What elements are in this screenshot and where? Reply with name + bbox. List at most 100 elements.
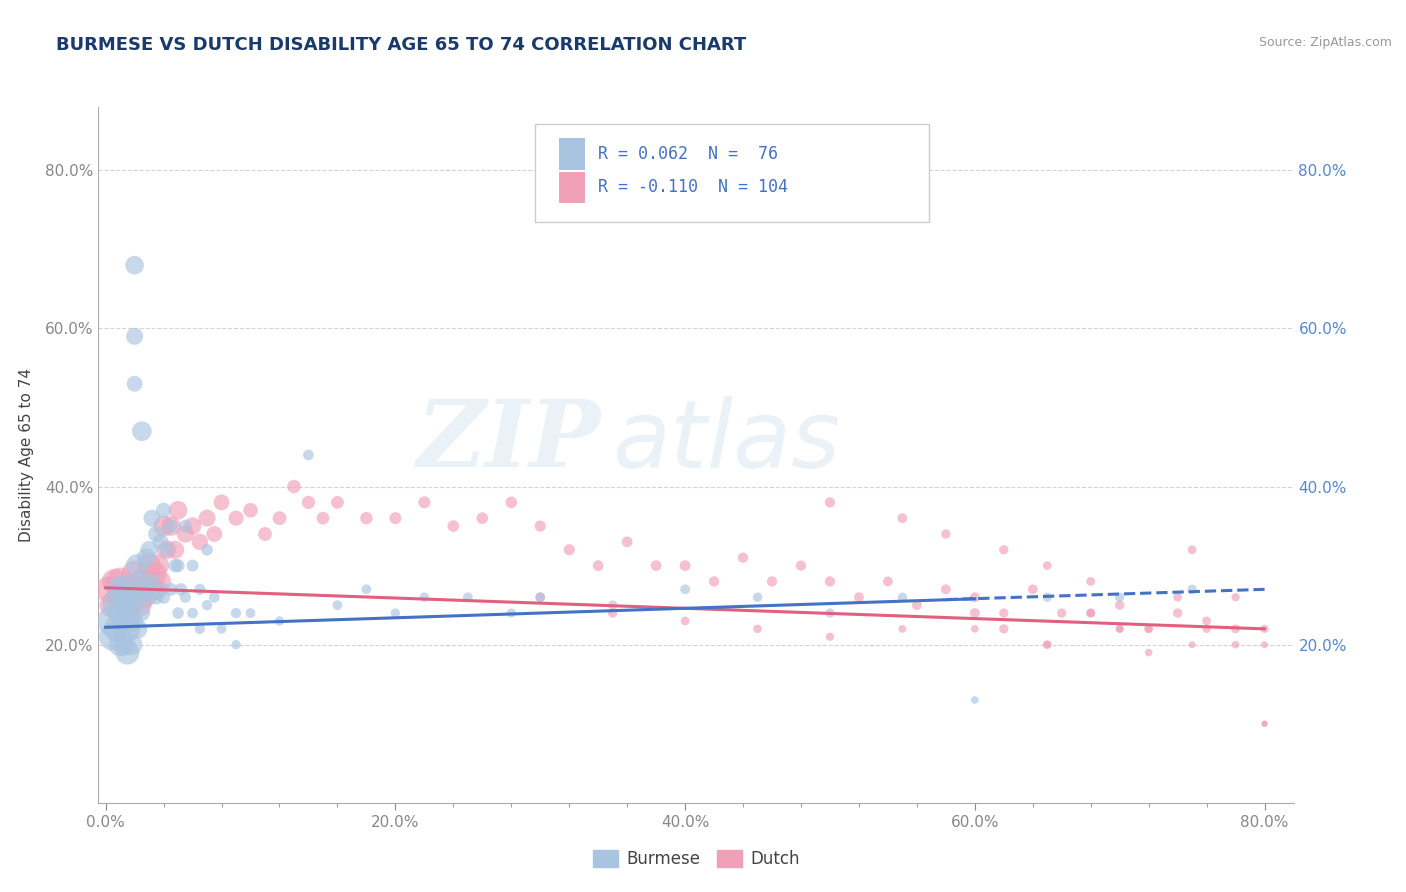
Point	[105, 598, 128, 612]
Point	[616, 534, 638, 549]
Point	[108, 638, 131, 652]
Point	[100, 598, 122, 612]
Point	[471, 511, 494, 525]
Point	[1167, 591, 1189, 605]
Point	[905, 598, 928, 612]
Point	[117, 582, 139, 597]
Point	[1036, 558, 1059, 573]
Point	[129, 598, 152, 612]
Point	[108, 606, 131, 620]
Point	[993, 622, 1015, 636]
Point	[283, 479, 305, 493]
Point	[114, 638, 136, 652]
Point	[1181, 582, 1204, 597]
Point	[1225, 622, 1247, 636]
Point	[127, 591, 149, 605]
Point	[1137, 622, 1160, 636]
Point	[115, 606, 138, 620]
Point	[645, 558, 668, 573]
Point	[188, 622, 211, 636]
Point	[848, 591, 870, 605]
Point	[501, 606, 523, 620]
Point	[167, 558, 190, 573]
Point	[131, 424, 153, 438]
Point	[167, 606, 190, 620]
Point	[935, 582, 957, 597]
Point	[103, 574, 125, 589]
Point	[135, 550, 157, 565]
Point	[326, 495, 349, 509]
Point	[790, 558, 813, 573]
Point	[1225, 638, 1247, 652]
Text: R = -0.110  N = 104: R = -0.110 N = 104	[598, 178, 787, 196]
Point	[211, 495, 233, 509]
Point	[1181, 638, 1204, 652]
Point	[253, 527, 276, 541]
Point	[117, 646, 139, 660]
Text: atlas: atlas	[613, 395, 841, 486]
Point	[602, 606, 624, 620]
Point	[891, 511, 914, 525]
Point	[138, 542, 160, 557]
Point	[1108, 622, 1130, 636]
Point	[146, 558, 169, 573]
Point	[135, 582, 157, 597]
Point	[108, 582, 131, 597]
Point	[529, 591, 551, 605]
Point	[356, 582, 378, 597]
Point	[1253, 716, 1275, 731]
Point	[149, 534, 172, 549]
Point	[114, 591, 136, 605]
Point	[160, 519, 183, 533]
Text: ZIP: ZIP	[416, 396, 600, 486]
Point	[202, 527, 225, 541]
Text: Source: ZipAtlas.com: Source: ZipAtlas.com	[1258, 36, 1392, 49]
Point	[1253, 638, 1275, 652]
Point	[297, 495, 319, 509]
Point	[1022, 582, 1045, 597]
Point	[108, 574, 131, 589]
Point	[457, 591, 479, 605]
Point	[118, 598, 141, 612]
Point	[127, 582, 149, 597]
Point	[413, 591, 436, 605]
Point	[195, 511, 218, 525]
Point	[818, 606, 841, 620]
Point	[97, 582, 120, 597]
Point	[124, 329, 146, 343]
Point	[135, 582, 157, 597]
Point	[174, 519, 197, 533]
Point	[731, 550, 754, 565]
Point	[145, 527, 167, 541]
Point	[326, 598, 349, 612]
Point	[963, 622, 986, 636]
Point	[1195, 614, 1218, 628]
Point	[586, 558, 609, 573]
Point	[127, 622, 149, 636]
Point	[993, 606, 1015, 620]
Point	[1195, 622, 1218, 636]
Point	[1050, 606, 1073, 620]
Point	[558, 542, 581, 557]
Point	[239, 503, 262, 517]
Point	[131, 574, 153, 589]
Point	[441, 519, 464, 533]
Point	[131, 606, 153, 620]
Point	[356, 511, 378, 525]
Point	[384, 606, 406, 620]
Point	[124, 258, 146, 272]
Point	[117, 622, 139, 636]
Point	[152, 591, 174, 605]
Point	[818, 574, 841, 589]
Point	[145, 582, 167, 597]
Point	[673, 582, 696, 597]
Point	[195, 598, 218, 612]
Point	[747, 622, 769, 636]
Point	[877, 574, 900, 589]
Point	[170, 582, 193, 597]
Point	[269, 511, 291, 525]
Point	[195, 542, 218, 557]
Point	[529, 519, 551, 533]
Point	[131, 574, 153, 589]
Point	[1080, 606, 1102, 620]
